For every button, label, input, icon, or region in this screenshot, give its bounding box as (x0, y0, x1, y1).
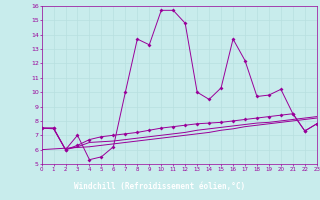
Text: Windchill (Refroidissement éolien,°C): Windchill (Refroidissement éolien,°C) (75, 182, 245, 192)
